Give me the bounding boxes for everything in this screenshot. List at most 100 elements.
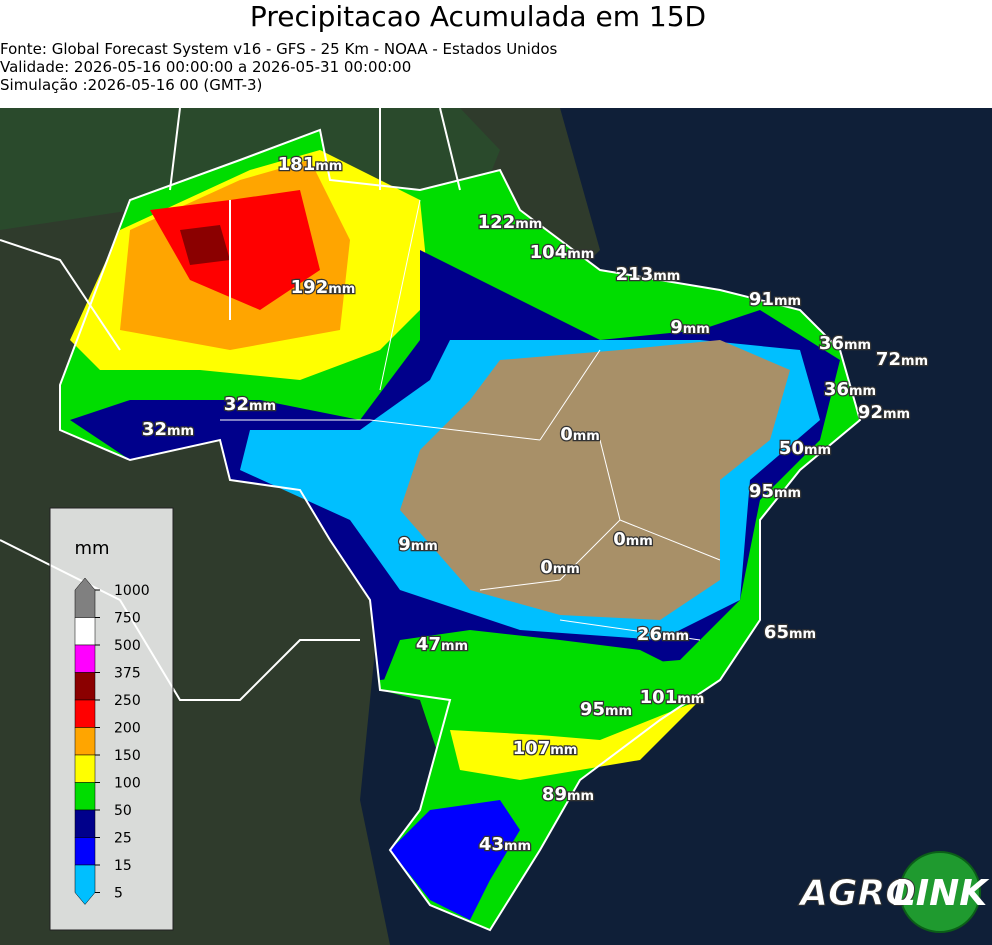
rain-label: 0mm bbox=[560, 424, 600, 445]
rain-unit: mm bbox=[328, 282, 355, 297]
rain-label: 32mm bbox=[142, 419, 194, 440]
validity-line: Validade: 2026-05-16 00:00:00 a 2026-05-… bbox=[0, 58, 412, 76]
rain-label: 50mm bbox=[779, 438, 831, 459]
logo-left: AGRO bbox=[797, 873, 916, 914]
rain-label: 72mm bbox=[876, 349, 928, 370]
rain-unit: mm bbox=[849, 384, 876, 399]
rain-value: 192 bbox=[291, 277, 329, 298]
rain-label: 91mm bbox=[749, 289, 801, 310]
rain-unit: mm bbox=[567, 247, 594, 262]
rain-value: 32 bbox=[224, 394, 249, 415]
rain-unit: mm bbox=[315, 159, 342, 174]
rain-label: 36mm bbox=[819, 333, 871, 354]
rain-value: 36 bbox=[824, 379, 849, 400]
legend-tick-label: 500 bbox=[114, 638, 141, 654]
rain-value: 101 bbox=[640, 687, 678, 708]
rain-unit: mm bbox=[573, 429, 600, 444]
rain-unit: mm bbox=[662, 629, 689, 644]
rain-value: 0 bbox=[560, 424, 573, 445]
rain-value: 95 bbox=[580, 699, 605, 720]
legend: 1000 750 500 375 250 200 150 100 50 25 15 5 bbox=[74, 577, 150, 905]
rain-label: 9mm bbox=[398, 534, 438, 555]
legend-tick-label: 100 bbox=[114, 776, 141, 792]
rain-label: 104mm bbox=[530, 242, 595, 263]
legend-tick-label: 1000 bbox=[114, 583, 150, 599]
colorbar-segment bbox=[74, 699, 96, 728]
rain-label: 65mm bbox=[764, 622, 816, 643]
rain-unit: mm bbox=[567, 789, 594, 804]
legend-tick-label: 50 bbox=[114, 803, 132, 819]
rain-value: 36 bbox=[819, 333, 844, 354]
legend-tick-label: 25 bbox=[114, 831, 132, 847]
rain-label: 26mm bbox=[637, 624, 689, 645]
rain-value: 91 bbox=[749, 289, 774, 310]
rain-value: 26 bbox=[637, 624, 662, 645]
rain-value: 0 bbox=[613, 529, 626, 550]
rain-value: 213 bbox=[616, 264, 654, 285]
rain-label: 213mm bbox=[616, 264, 681, 285]
rain-value: 65 bbox=[764, 622, 789, 643]
colorbar-segment bbox=[74, 617, 96, 646]
neighbour-borders bbox=[0, 108, 461, 701]
rain-unit: mm bbox=[883, 407, 910, 422]
title: Precipitacao Acumulada em 15D bbox=[249, 0, 707, 33]
legend-tick-label: 5 bbox=[114, 886, 123, 902]
rain-unit: mm bbox=[626, 534, 653, 549]
rain-label: 95mm bbox=[749, 481, 801, 502]
legend-title: mm bbox=[74, 538, 109, 559]
rain-value: 72 bbox=[876, 349, 901, 370]
legend-tick-label: 150 bbox=[114, 748, 141, 764]
rain-value: 104 bbox=[530, 242, 568, 263]
rain-unit: mm bbox=[774, 294, 801, 309]
rain-label: 43mm bbox=[479, 834, 531, 855]
rain-value: 0 bbox=[540, 557, 553, 578]
legend-tick-label: 15 bbox=[114, 858, 132, 874]
colorbar-segment bbox=[74, 754, 96, 783]
borders bbox=[0, 108, 862, 932]
zone-red bbox=[150, 190, 320, 310]
rain-label: 36mm bbox=[824, 379, 876, 400]
rain-value: 92 bbox=[858, 402, 883, 423]
rain-label: 32mm bbox=[224, 394, 276, 415]
zone-yellow-south bbox=[450, 700, 700, 780]
rain-unit: mm bbox=[167, 424, 194, 439]
rain-label: 47mm bbox=[416, 634, 468, 655]
colorbar-segment bbox=[74, 672, 96, 701]
rain-unit: mm bbox=[901, 354, 928, 369]
rain-value: 107 bbox=[513, 738, 551, 759]
rain-unit: mm bbox=[504, 839, 531, 854]
rain-label: 122mm bbox=[478, 212, 543, 233]
simulation-line: Simulação :2026-05-16 00 (GMT-3) bbox=[0, 76, 263, 94]
logo-right: LINK bbox=[893, 873, 990, 914]
rain-value: 95 bbox=[749, 481, 774, 502]
rain-unit: mm bbox=[683, 322, 710, 337]
legend-box bbox=[49, 507, 174, 931]
colorbar-segment bbox=[74, 782, 96, 811]
rain-unit: mm bbox=[441, 639, 468, 654]
rain-label: 9mm bbox=[670, 317, 710, 338]
rain-value: 50 bbox=[779, 438, 804, 459]
rain-unit: mm bbox=[774, 486, 801, 501]
rain-unit: mm bbox=[550, 743, 577, 758]
rain-label: 181mm bbox=[278, 154, 343, 175]
rain-unit: mm bbox=[515, 217, 542, 232]
rain-unit: mm bbox=[249, 399, 276, 414]
colorbar-end bbox=[74, 864, 96, 905]
rain-value: 32 bbox=[142, 419, 167, 440]
rain-label: 101mm bbox=[640, 687, 705, 708]
rain-unit: mm bbox=[804, 443, 831, 458]
rain-label: 95mm bbox=[580, 699, 632, 720]
rain-value: 47 bbox=[416, 634, 441, 655]
rain-label: 107mm bbox=[513, 738, 578, 759]
rain-unit: mm bbox=[653, 269, 680, 284]
zone-darkred bbox=[180, 225, 230, 265]
rain-label: 0mm bbox=[540, 557, 580, 578]
state-borders bbox=[220, 199, 721, 641]
rain-label: 0mm bbox=[613, 529, 653, 550]
rain-value: 181 bbox=[278, 154, 316, 175]
rain-unit: mm bbox=[844, 338, 871, 353]
legend-tick-label: 250 bbox=[114, 693, 141, 709]
